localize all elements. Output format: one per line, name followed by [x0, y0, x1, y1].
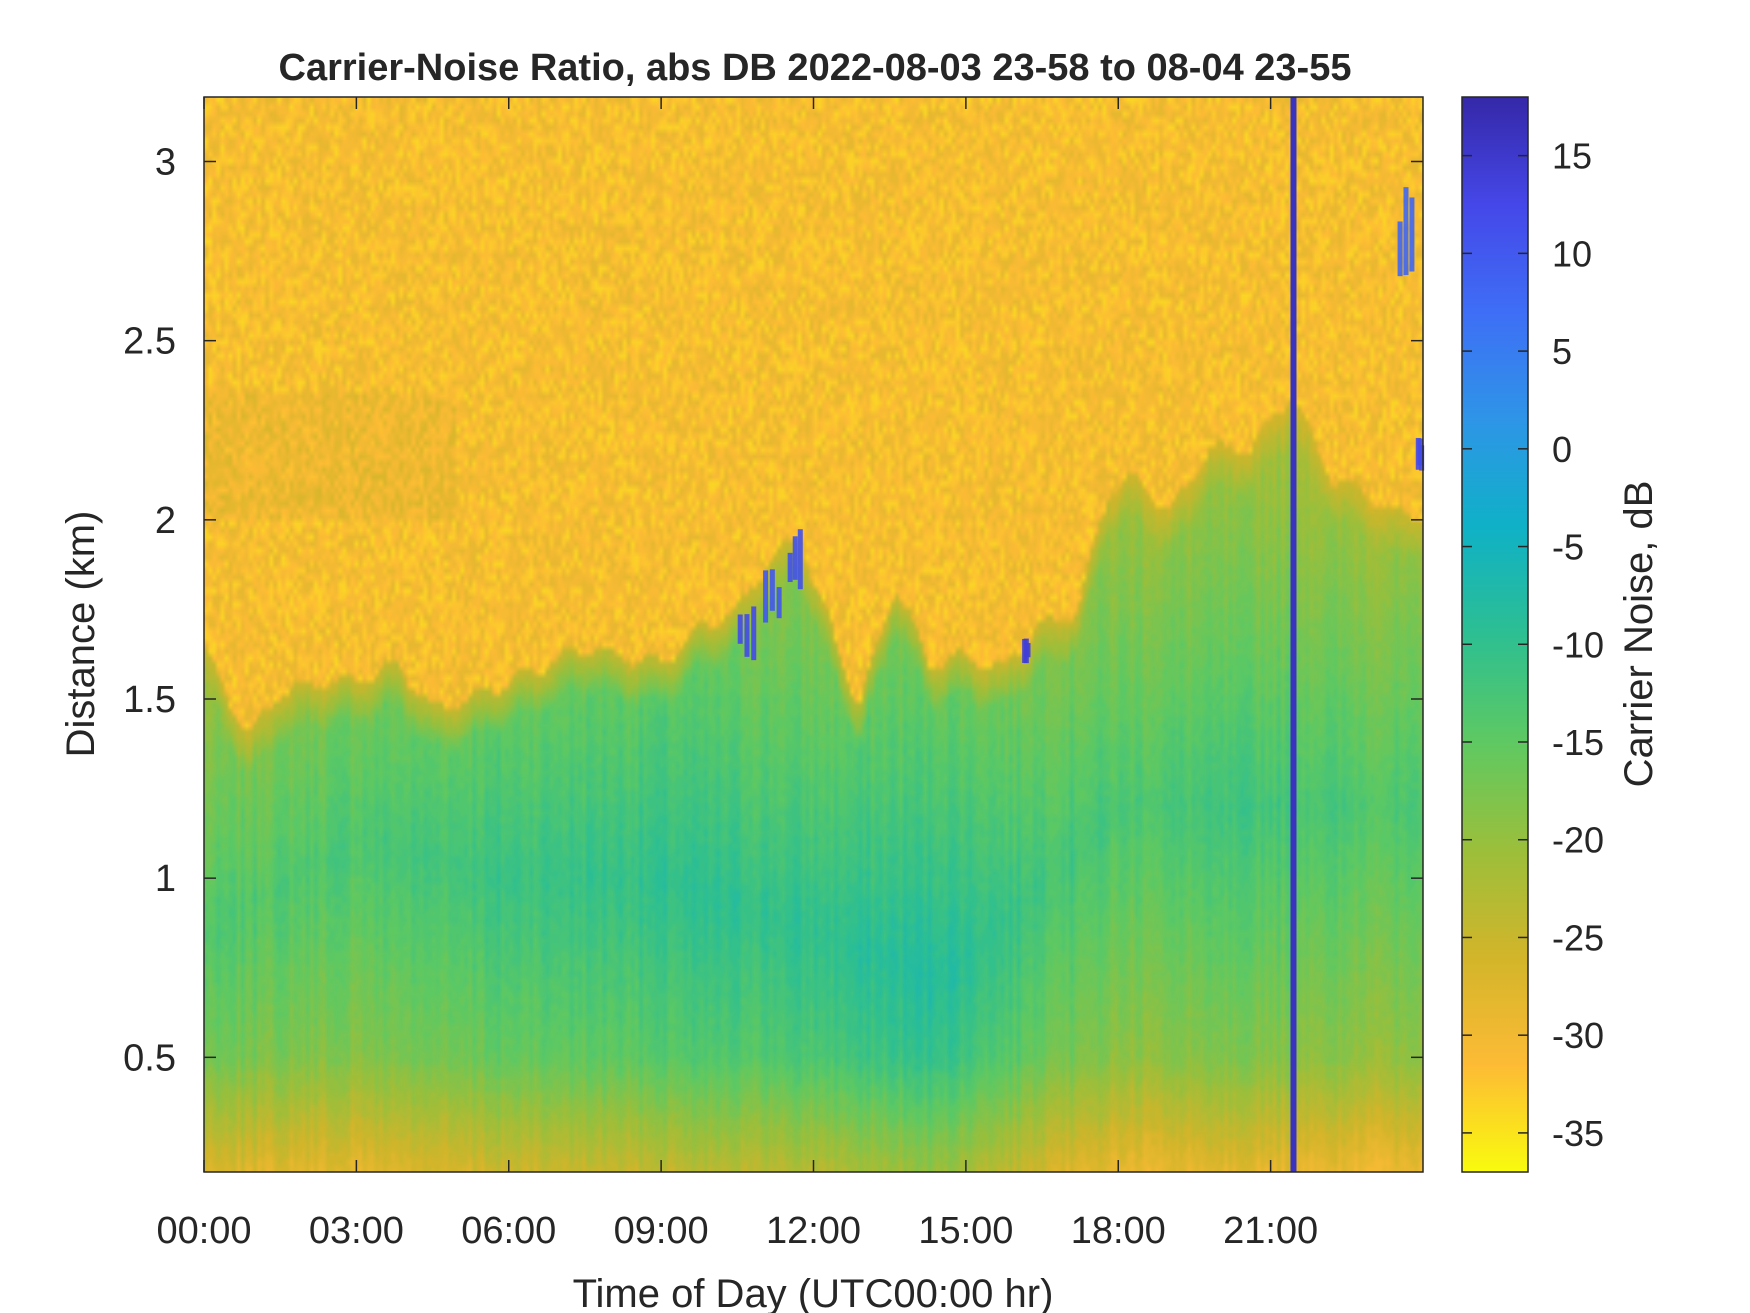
y-axis-label: Distance (km): [59, 511, 103, 758]
colorbar-tick-label: 15: [1552, 136, 1592, 177]
cloud-cell: [792, 536, 798, 580]
x-tick-label: 18:00: [1071, 1210, 1166, 1252]
x-tick-label: 15:00: [918, 1210, 1013, 1252]
cloud-patch-3: [787, 529, 803, 590]
feature-layer: [737, 97, 1425, 1172]
cloud-cell: [751, 606, 757, 661]
colorbar-tick-label: -5: [1552, 527, 1584, 568]
chart-title: Carrier-Noise Ratio, abs DB 2022-08-03 2…: [279, 47, 1352, 89]
colorbar-label: Carrier Noise, dB: [1617, 481, 1661, 788]
colorbar-ticks: 15 10 5 0 -5 -10 -15 -20 -25 -30 -35: [1462, 136, 1604, 1154]
colorbar-frame: [1461, 96, 1529, 1173]
colorbar: 15 10 5 0 -5 -10 -15 -20 -25 -30 -35: [1461, 96, 1604, 1173]
cloud-cell: [1025, 643, 1031, 658]
colorbar-tick-label: -25: [1552, 917, 1604, 958]
colorbar-tick-label: -20: [1552, 820, 1604, 861]
cloud-patch-1: [737, 606, 757, 661]
x-tick-label: 09:00: [614, 1210, 709, 1252]
x-tick-label: 00:00: [156, 1210, 251, 1252]
colorbar-fill: [1462, 97, 1528, 1172]
cloud-cell: [1403, 187, 1409, 276]
cloud-patch-5: [1397, 187, 1415, 277]
vertical-line: [1290, 97, 1297, 1172]
x-tick-label: 06:00: [461, 1210, 556, 1252]
y-tick-label: 2: [155, 500, 176, 542]
x-axis-label: Time of Day (UTC00:00 hr): [573, 1272, 1054, 1313]
x-axis: 00:00 03:00 06:00 09:00 12:00 15:00 18:00 21:00: [156, 1210, 1318, 1252]
cloud-cell: [744, 614, 750, 657]
colorbar-tick-label: 5: [1552, 331, 1572, 372]
cloud-cell: [797, 529, 803, 590]
heatmap-image: [204, 97, 1423, 1172]
colorbar-tick-label: -30: [1552, 1015, 1604, 1056]
plot-area: [203, 96, 1425, 1173]
x-tick-label: 21:00: [1223, 1210, 1318, 1252]
cloud-cell: [776, 587, 782, 619]
cloud-patch-4: [1022, 638, 1031, 664]
x-tick-label: 03:00: [309, 1210, 404, 1252]
y-tick-label: 3: [155, 142, 176, 184]
cloud-cell: [769, 569, 775, 611]
x-tick-label: 12:00: [766, 1210, 861, 1252]
colorbar-tick-label: -15: [1552, 722, 1604, 763]
cloud-cell: [1397, 221, 1403, 277]
y-tick-label: 0.5: [123, 1037, 176, 1079]
plot-frame: [203, 96, 1424, 1173]
colorbar-tick-label: 0: [1552, 429, 1572, 470]
cloud-patch-6: [1415, 437, 1425, 471]
cloud-cell: [1419, 445, 1425, 471]
colorbar-tick-label: 10: [1552, 233, 1592, 274]
y-axis: 0.5 1 1.5 2 2.5 3: [123, 142, 176, 1080]
cloud-cell: [787, 552, 793, 583]
y-tick-label: 1: [155, 858, 176, 900]
colorbar-tick-label: -10: [1552, 624, 1604, 665]
y-tick-label: 1.5: [123, 679, 176, 721]
cloud-cell: [1409, 197, 1415, 272]
cloud-cell: [763, 570, 769, 623]
cloud-cell: [737, 614, 743, 644]
cloud-patch-2: [763, 569, 782, 623]
y-tick-label: 2.5: [123, 321, 176, 363]
colorbar-tick-label: -35: [1552, 1113, 1604, 1154]
